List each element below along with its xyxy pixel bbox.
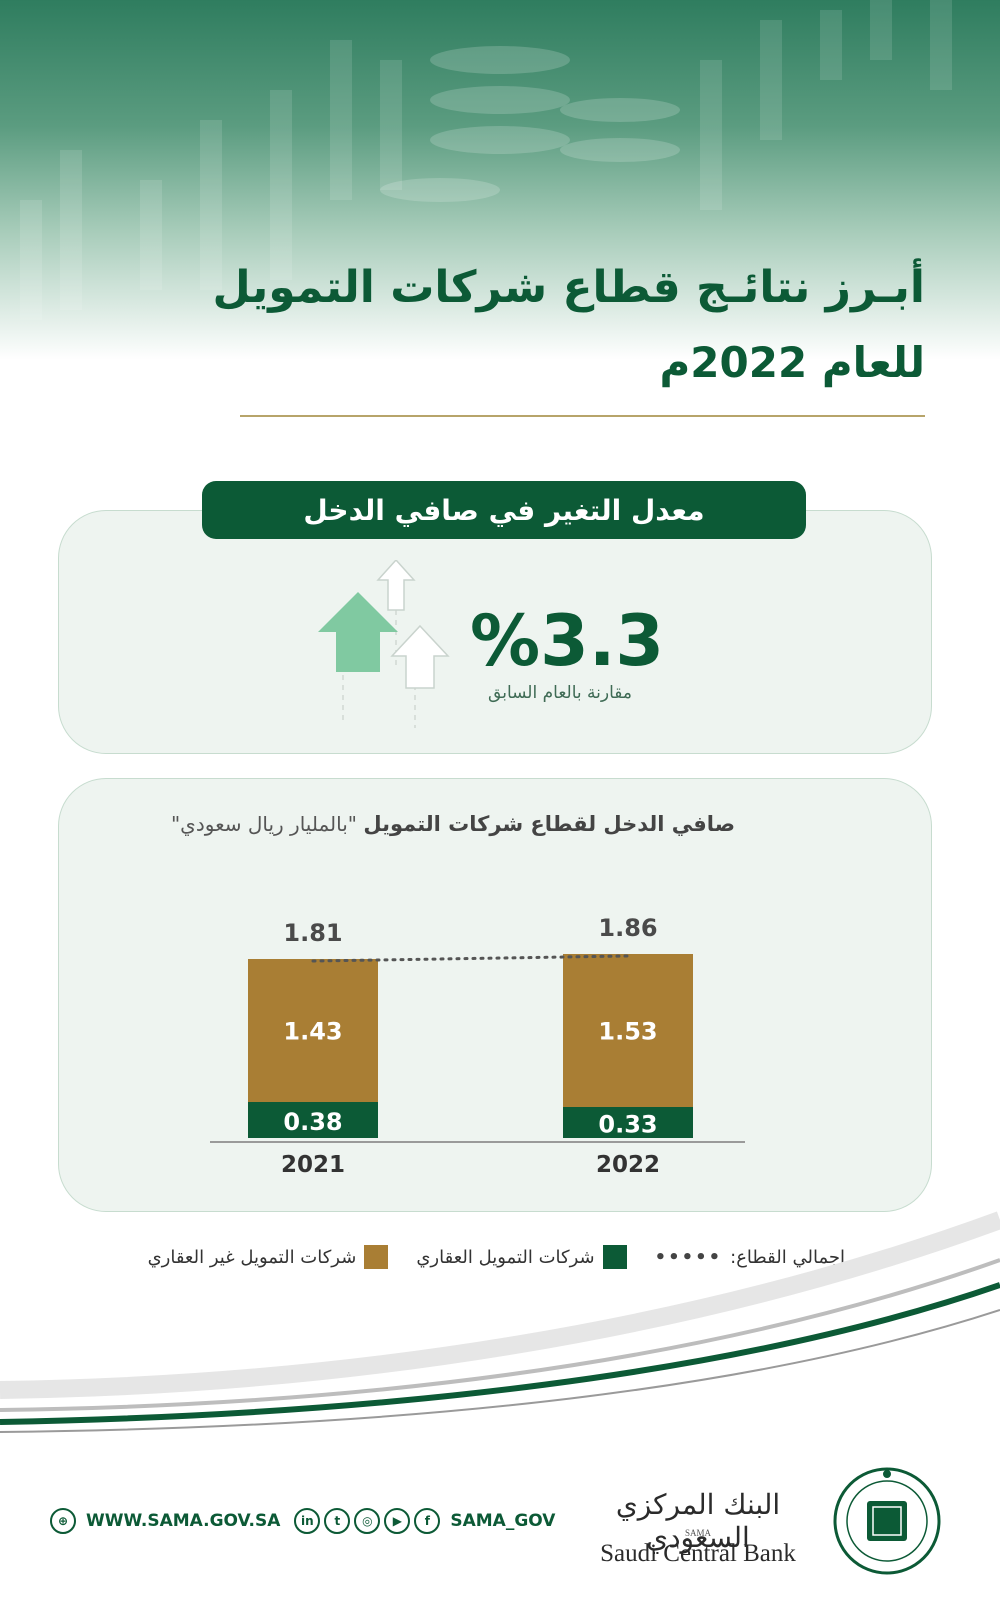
facebook-icon[interactable]: f [414,1508,441,1534]
up-arrows-icon [318,560,450,728]
hero-background [0,0,1000,360]
bar-label-2021-series-0: 0.38 [283,1108,342,1136]
income-change-heading: معدل التغير في صافي الدخل [202,481,806,539]
globe-icon: ⊕ [50,1508,76,1534]
bar-label-2022-series-0: 0.33 [598,1111,657,1139]
bar-2021-series-1 [248,959,378,1102]
income-change-subtitle: مقارنة بالعام السابق [488,683,632,703]
page-title: أبـرز نتائـج قطاع شركات التمويل [212,262,925,313]
bank-abbr: SAMA [684,1528,711,1538]
stacked-bar-chart: 0.38 1.43 1.81 2021 0.33 1.53 1.86 2022 [210,914,745,1178]
bar-label-2022-series-1: 1.53 [598,1018,657,1046]
twitter-icon[interactable]: t [324,1508,351,1534]
page-subtitle: للعام 2022م [659,338,926,387]
social-handle: SAMA_GOV [450,1511,556,1531]
legend-swatch-real-estate [602,1245,627,1269]
bank-seal-logo [833,1467,941,1575]
legend-item-total: إجمالي القطاع: ••••• [655,1247,845,1268]
decorative-swoosh [0,1211,1000,1433]
youtube-icon[interactable]: ▶ [384,1508,411,1534]
legend-item-non-real-estate: شركات التمويل غير العقاري [148,1245,389,1269]
bar-2021-series-0 [248,1102,378,1138]
website-link[interactable]: WWW.SAMA.GOV.SA [86,1511,281,1531]
chart-title-unit: "بالمليار ريال سعودي" [170,812,357,836]
chart-title: صافي الدخل لقطاع شركات التمويل "بالمليار… [171,812,735,836]
candlestick-background-graphic [20,0,952,320]
title-divider [240,415,925,417]
instagram-icon[interactable]: ◎ [354,1508,381,1534]
chart-card [58,778,932,1212]
legend-label-non-real-estate: شركات التمويل غير العقاري [147,1246,357,1268]
income-change-value: %3.3 [470,600,665,682]
total-trend-line [311,954,630,963]
footer-contact: ⊕ WWW.SAMA.GOV.SA in t ◎ ▶ f SAMA_GOV [50,1508,555,1534]
total-label-2022: 1.86 [598,914,657,942]
total-label-2021: 1.81 [283,919,342,947]
legend-dotted-line-icon: ••••• [654,1246,723,1268]
x-tick-label-2022: 2022 [596,1152,660,1178]
income-change-card [58,510,932,754]
legend-item-real-estate: شركات التمويل العقاري [416,1245,627,1269]
bar-2022-series-1 [563,954,693,1107]
bar-label-2021-series-1: 1.43 [283,1018,342,1046]
linkedin-icon[interactable]: in [294,1508,321,1534]
legend-label-real-estate: شركات التمويل العقاري [416,1246,595,1268]
bank-name-arabic: البنك المركزي السعودي [615,1488,781,1554]
bar-2022-series-0 [563,1107,693,1138]
chart-legend: إجمالي القطاع: ••••• شركات التمويل العقا… [120,1245,845,1269]
chart-title-main: صافي الدخل لقطاع شركات التمويل [363,812,735,836]
legend-swatch-non-real-estate [364,1245,389,1269]
legend-total-label: إجمالي القطاع: [730,1246,845,1268]
bank-name-english: Saudi Central Bank [600,1540,796,1567]
x-tick-label-2021: 2021 [281,1152,345,1178]
